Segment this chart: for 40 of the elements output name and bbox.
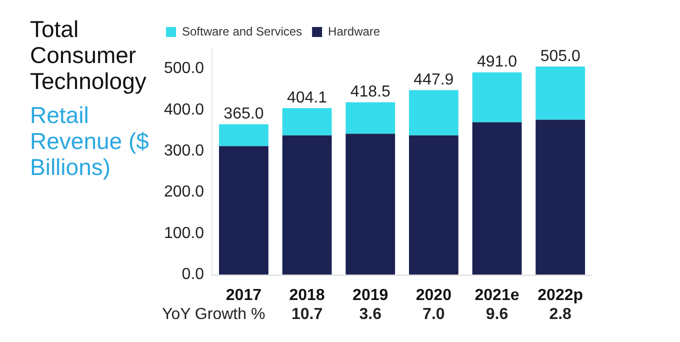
y-tick-label: 400.0 <box>164 101 204 118</box>
bar <box>408 135 458 275</box>
total-label: 447.9 <box>414 72 454 89</box>
bar <box>472 72 522 122</box>
bar <box>219 146 268 275</box>
text: 2.8 <box>549 306 572 324</box>
y-tick-label: 500.0 <box>164 60 204 78</box>
x-tick-label: 2022p <box>538 286 584 304</box>
text: 3.6 <box>359 306 382 324</box>
total-label: 404.1 <box>287 90 328 107</box>
y-tick-label: 0.0 <box>182 266 204 284</box>
x-tick-label: 2019 <box>352 286 388 304</box>
total-label: 365.0 <box>224 106 264 123</box>
total-label: 491.0 <box>476 54 518 71</box>
bar <box>219 124 268 146</box>
bar <box>536 120 586 275</box>
y-tick-label: 100.0 <box>164 224 204 242</box>
bar <box>282 108 332 136</box>
x-tick-label: 2021e <box>474 286 520 304</box>
chart-title: Total Consumer Technology <box>30 16 148 94</box>
bar <box>408 90 458 136</box>
text: Retail Revenue ($ Billions) <box>30 102 150 180</box>
y-tick-label: 300.0 <box>164 142 204 160</box>
y-tick-label: 200.0 <box>164 184 204 201</box>
x-tick-label: 2020 <box>416 286 452 304</box>
bar <box>472 122 522 275</box>
total-label: 505.0 <box>540 48 580 65</box>
bar <box>282 135 332 275</box>
text: 9.6 <box>486 306 508 324</box>
text: 10.7 <box>291 306 323 324</box>
bar <box>346 102 396 134</box>
x-tick-label: 2018 <box>289 286 325 304</box>
x-tick-label: 2017 <box>226 286 262 304</box>
text: YoY Growth % <box>162 306 266 324</box>
total-label: 418.5 <box>350 84 390 101</box>
text: 7.0 <box>422 306 445 324</box>
bar <box>346 134 396 275</box>
legend-label: Software and Services <box>182 24 302 38</box>
bar <box>536 66 586 120</box>
legend-label: Hardware <box>328 24 380 38</box>
